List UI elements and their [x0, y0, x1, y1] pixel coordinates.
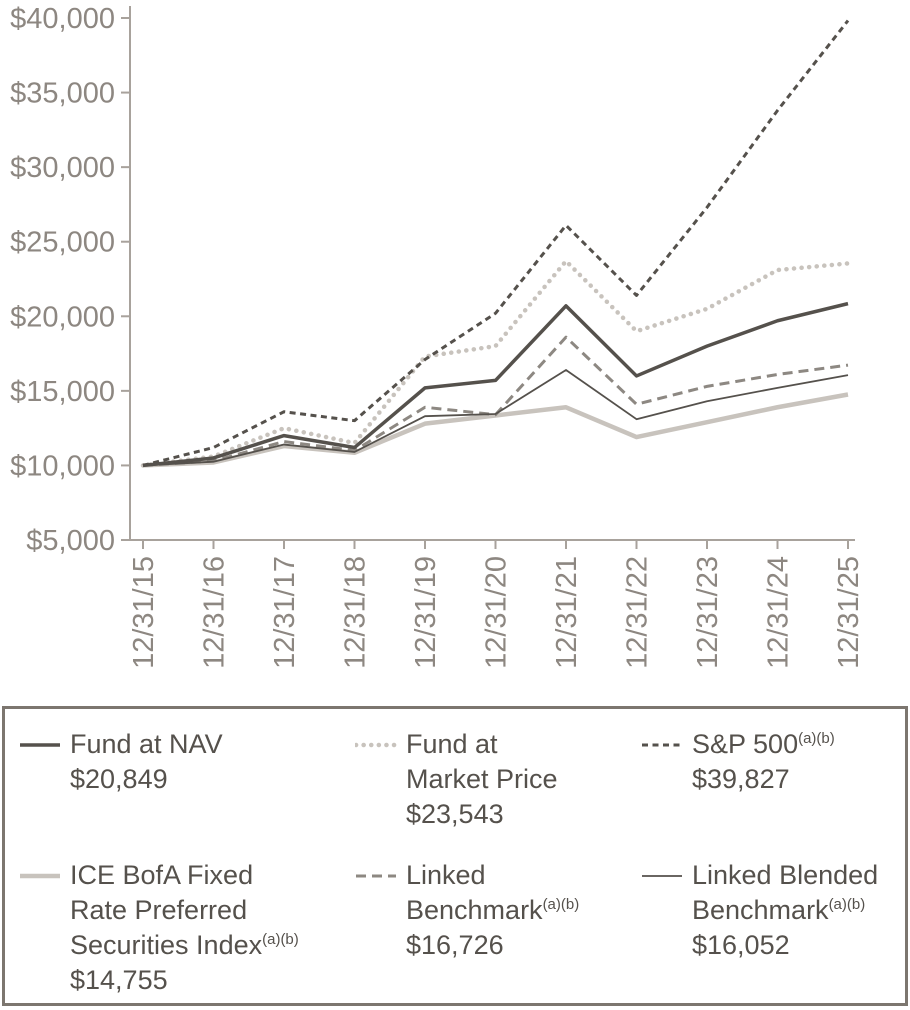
x-axis-label: 12/31/15 [128, 556, 160, 669]
series-line-ice-bofa-index [142, 392, 849, 468]
x-axis-label: 12/31/16 [199, 556, 231, 669]
legend-label-sp-500: S&P 500(a)(b) $39,827 [692, 727, 835, 797]
legend-label-line: Fund at NAV [70, 729, 223, 759]
legend-item-linked-benchmark: Linked Benchmark(a)(b) $16,726 [355, 858, 641, 998]
legend-label-ice-bofa-index: ICE BofA Fixed Rate Preferred Securities I… [70, 858, 299, 998]
legend-item-ice-bofa-index: ICE BofA Fixed Rate Preferred Securities I… [19, 858, 355, 998]
legend-swatch-ice-bofa-index-line-icon [19, 858, 61, 893]
x-axis-label: 12/31/22 [622, 556, 654, 669]
legend-label-line: S&P 500 [692, 729, 799, 759]
legend-label-fund-at-nav: Fund at NAV $20,849 [70, 727, 223, 797]
legend-item-linked-blended-benchmark: Linked Blended Benchmark(a)(b) $16,052 [641, 858, 905, 998]
legend-item-sp-500: S&P 500(a)(b) $39,827 [641, 727, 905, 832]
series-line-fund-at-nav [142, 301, 849, 468]
y-axis-label: $30,000 [10, 152, 115, 184]
y-axis-label: $10,000 [10, 450, 115, 482]
legend-label-line: Benchmark [406, 895, 543, 925]
legend-final-value: $23,543 [406, 799, 504, 829]
legend-footnote-marker: (a)(b) [798, 730, 835, 747]
legend-label-line: Fund at [406, 729, 498, 759]
y-axis-label: $25,000 [10, 227, 115, 259]
legend-label-line: Linked [406, 860, 486, 890]
legend-item-fund-at-market-price: Fund at Market Price $23,543 [355, 727, 641, 832]
y-axis-label: $35,000 [10, 78, 115, 110]
y-axis-label: $5,000 [26, 525, 115, 557]
chart-legend: Fund at NAV $20,849 Fund at Market Price $23… [2, 706, 908, 1006]
legend-final-value: $16,052 [692, 930, 790, 960]
x-axis-label: 12/31/20 [481, 556, 513, 669]
legend-final-value: $14,755 [70, 965, 168, 995]
x-axis-label: 12/31/25 [833, 556, 865, 669]
legend-swatch-linked-benchmark-line-icon [355, 858, 397, 893]
y-axis-label: $15,000 [10, 376, 115, 408]
growth-line-chart: $5,000 $10,000 $15,000 $20,000 $25,000 $30,00… [10, 3, 865, 669]
legend-label-linked-blended-benchmark: Linked Blended Benchmark(a)(b) $16,052 [692, 858, 878, 963]
legend-swatch-fund-at-market-price-line-icon [355, 727, 397, 762]
legend-label-line: ICE BofA Fixed [70, 860, 254, 890]
legend-label-line: Market Price [406, 764, 558, 794]
legend-swatch-linked-blended-benchmark-line-icon [641, 858, 683, 893]
legend-footnote-marker: (a)(b) [828, 896, 866, 913]
x-axis-label: 12/31/21 [551, 556, 583, 669]
x-axis-label: 12/31/18 [340, 556, 372, 669]
legend-label-line: Securities Index [70, 930, 263, 960]
legend-item-fund-at-nav: Fund at NAV $20,849 [19, 727, 355, 832]
legend-label-line: Linked Blended [692, 860, 879, 890]
x-axis-label: 12/31/24 [763, 556, 795, 669]
legend-final-value: $20,849 [70, 764, 168, 794]
legend-label-fund-at-market-price: Fund at Market Price $23,543 [406, 727, 558, 832]
legend-swatch-fund-at-nav-line-icon [19, 727, 61, 762]
y-axis-label: $40,000 [10, 3, 115, 35]
x-axis-label: 12/31/23 [692, 556, 724, 669]
y-axis-label: $20,000 [10, 301, 115, 333]
series-line-linked-blended-benchmark [142, 369, 849, 467]
legend-final-value: $16,726 [406, 930, 504, 960]
legend-final-value: $39,827 [692, 764, 790, 794]
series-line-sp-500 [142, 19, 850, 467]
chart-canvas: $5,000 $10,000 $15,000 $20,000 $25,000 $30,00… [10, 3, 865, 669]
x-axis-label: 12/31/17 [269, 556, 301, 669]
legend-label-line: Rate Preferred [70, 895, 248, 925]
legend-footnote-marker: (a)(b) [542, 896, 580, 913]
legend-label-linked-benchmark: Linked Benchmark(a)(b) $16,726 [406, 858, 579, 963]
legend-footnote-marker: (a)(b) [262, 931, 299, 948]
series-line-fund-at-market-price [140, 258, 851, 468]
legend-label-line: Benchmark [692, 895, 829, 925]
legend-swatch-sp-500-line-icon [641, 727, 683, 762]
x-axis-label: 12/31/19 [410, 556, 442, 669]
